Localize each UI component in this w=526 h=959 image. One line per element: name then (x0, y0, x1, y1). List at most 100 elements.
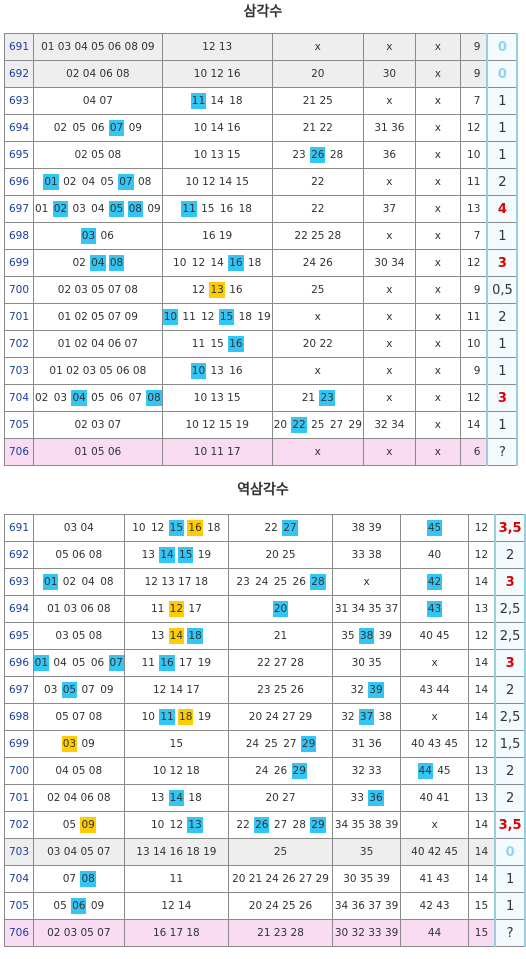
table-cell: 23 26 28 (271, 141, 364, 169)
table-cell: 701 (4, 784, 34, 812)
table-cell: 40 45 (399, 622, 470, 650)
table-cell: 01 02 03 05 06 08 (33, 357, 163, 385)
cell-token: 09 (100, 684, 114, 696)
cell-token: 16 (228, 255, 244, 271)
table-row: 697 01 02 03 04 05 08 09 11 15 16 18 22 37 x 1… (4, 195, 519, 223)
cell-token: 20 (273, 419, 288, 431)
table-cell: 31 36 (362, 114, 416, 142)
cell-token: 38 (378, 711, 392, 723)
cell-token: 05 (91, 392, 105, 404)
table-cell: 32 39 (332, 676, 401, 704)
cell-token: 26 (292, 576, 306, 588)
cell-token: 01 (43, 574, 59, 590)
table-row: 692 05 06 08 13 14 15 19 20 25 33 38 40 12 2 (4, 541, 526, 569)
table-cell: 2 (486, 168, 519, 196)
table-cell: 44 45 (399, 757, 470, 785)
table-cell: 13 (468, 757, 496, 785)
cell-token: 10 (173, 257, 187, 269)
cell-token: 02 (53, 122, 68, 134)
cell-token: 12 (168, 601, 185, 617)
table-cell: 3,5 (494, 811, 526, 839)
table-row: 699 03 09 15 24 25 27 29 31 36 40 43 45 12 1,5 (4, 730, 526, 758)
table-cell: 32 33 (332, 757, 401, 785)
cell-token: 16 (159, 655, 175, 671)
cell-token: 01 (43, 174, 59, 190)
table-cell: 35 38 39 (332, 622, 401, 650)
table-cell: 700 (4, 276, 34, 304)
table-cell: 2,5 (494, 703, 526, 731)
cell-token: 25 (273, 576, 288, 588)
table-cell: x (414, 60, 461, 88)
table-cell: 35 (332, 838, 401, 866)
cell-token: 3,5 (498, 520, 522, 536)
table-row: 695 03 05 08 13 14 18 21 35 38 39 40 45 12 2,5 (4, 622, 526, 650)
table-cell: 20 22 25 27 29 (271, 411, 364, 439)
cell-token: 16 (187, 520, 203, 536)
cell-token: 45 (426, 520, 443, 536)
table-cell: 03 09 (32, 730, 125, 758)
table-cell: 704 (4, 865, 34, 893)
cell-token: 13 (150, 630, 165, 642)
cell-token: 28 (292, 819, 306, 831)
cell-token: 16 (229, 365, 243, 377)
cell-token: 07 (62, 873, 77, 885)
table-cell: 4 (486, 195, 519, 223)
cell-token: 11 (141, 657, 155, 669)
table-cell: 0 (486, 60, 519, 88)
cell-token: 27 (273, 819, 288, 831)
table-cell: 44 (399, 919, 470, 947)
cell-token: 18 (247, 257, 262, 269)
table-cell: 696 (4, 168, 34, 196)
table-cell: 20 24 27 29 (227, 703, 334, 731)
cell-token: 11 (182, 311, 196, 323)
cell-token: 32 (350, 684, 364, 696)
table-cell: 703 (4, 838, 34, 866)
cell-token: 13 (210, 365, 224, 377)
table-cell: 01 05 06 (33, 438, 163, 466)
table-row: 699 02 04 08 10 12 14 16 18 24 26 30 34 x 12 3 (4, 249, 519, 277)
table-cell: x (362, 168, 416, 196)
table-cell: 25 (271, 276, 364, 304)
table-cell: x (414, 114, 461, 142)
table-cell: 0 (486, 33, 519, 61)
table-cell: 7 (459, 222, 488, 250)
table-cell: 6 (459, 438, 488, 466)
cell-token: 02 (63, 176, 77, 188)
table-cell: 11 15 16 18 (161, 195, 273, 223)
table-cell: 705 (4, 411, 34, 439)
table-cell: 45 (399, 514, 470, 542)
table-cell: 21 (227, 622, 334, 650)
table-cell: 43 (399, 595, 470, 623)
table-cell: 12 14 (123, 892, 229, 920)
table-cell: 12 14 17 (123, 676, 229, 704)
table-cell: 02 04 06 08 (33, 60, 163, 88)
table-cell: 34 35 38 39 (332, 811, 401, 839)
table-cell: 10 12 18 (123, 757, 229, 785)
table-cell: 02 04 08 (33, 249, 163, 277)
table-row: 696 01 02 04 05 07 08 10 12 14 15 22 x x 11 2 (4, 168, 519, 196)
cell-token: 14 (210, 95, 224, 107)
table-row: 695 02 05 08 10 13 15 23 26 28 36 x 10 1 (4, 141, 519, 169)
cell-token: 10 (190, 363, 207, 379)
table-cell: 02 03 05 07 (32, 919, 125, 947)
cell-token: 03 (72, 203, 86, 215)
cell-token: 06 (109, 392, 124, 404)
cell-token: 12 (201, 311, 215, 323)
cell-token: 05 (72, 122, 86, 134)
table-cell: 2 (486, 303, 519, 331)
table-cell: 05 09 (32, 811, 125, 839)
cell-token: 11 (181, 201, 197, 217)
table-cell: 22 26 27 28 29 (227, 811, 334, 839)
table-cell: 1 (486, 141, 519, 169)
cell-token: 11 (190, 93, 207, 109)
table-cell: 10 13 16 (161, 357, 273, 385)
cell-token: 18 (187, 628, 203, 644)
table-cell: 30 35 39 (332, 865, 401, 893)
table-cell: 706 (4, 919, 34, 947)
cell-token: 24 (255, 765, 269, 777)
table-cell: x (362, 222, 416, 250)
table-cell: 01 02 04 05 07 08 (33, 168, 163, 196)
table-cell: 34 36 37 39 (332, 892, 401, 920)
table-cell: 691 (4, 514, 34, 542)
